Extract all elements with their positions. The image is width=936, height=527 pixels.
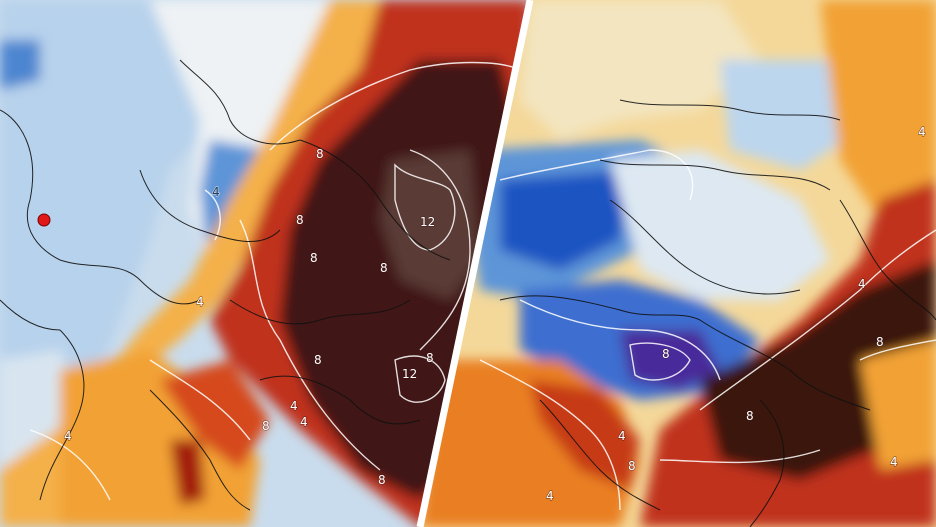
- contour-label: 8: [876, 335, 884, 349]
- panel-divider: [416, 0, 534, 527]
- contour-label: 8: [378, 473, 386, 487]
- contour-label: 4: [618, 429, 626, 443]
- contour-label: 12: [420, 215, 435, 229]
- contour-label: 8: [296, 213, 304, 227]
- contour-label: 8: [662, 347, 670, 361]
- contour-label: 4: [300, 415, 308, 429]
- contour-label: 8: [310, 251, 318, 265]
- left-country-borders: [0, 59, 451, 511]
- contour-label: 4: [890, 455, 898, 469]
- contour-label: 8: [380, 261, 388, 275]
- right-contour-labels: 8 4 8 4 8 4 8 4 4: [545, 124, 926, 503]
- contour-label: 8: [262, 419, 270, 433]
- contour-label: 8: [628, 459, 636, 473]
- contour-label: 4: [212, 185, 220, 199]
- right-isotherm-contours: [479, 149, 936, 511]
- contour-label: 4: [858, 277, 866, 291]
- contour-label: 8: [316, 147, 324, 161]
- contour-label: 4: [918, 125, 926, 139]
- left-contour-labels: 8 8 8 8 8 12 12 8 8 4 4 4 4 8 4: [63, 146, 435, 487]
- red-dot-icon: [37, 213, 51, 227]
- contour-label: 4: [64, 429, 72, 443]
- contour-label: 4: [546, 489, 554, 503]
- contour-label: 12: [402, 367, 417, 381]
- right-country-borders: [499, 99, 936, 527]
- contour-label: 8: [426, 351, 434, 365]
- contour-label: 4: [196, 295, 204, 309]
- contour-label: 8: [314, 353, 322, 367]
- contour-label: 8: [746, 409, 754, 423]
- contour-label: 4: [290, 399, 298, 413]
- left-isotherm-contours: [29, 61, 521, 501]
